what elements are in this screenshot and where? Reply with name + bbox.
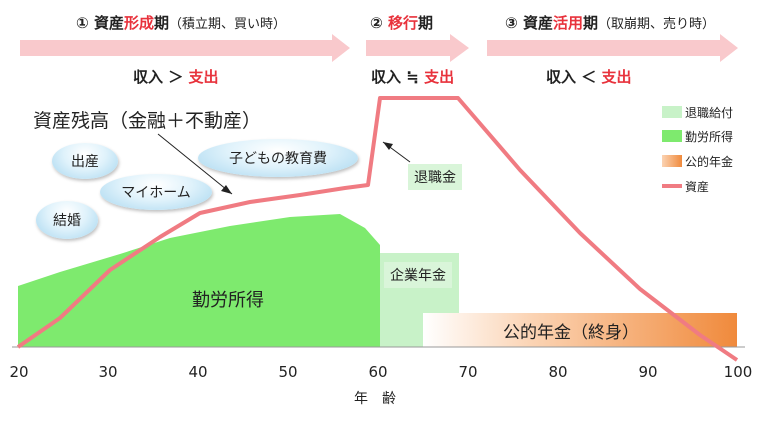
phase-2-name-post: 期: [417, 14, 433, 32]
phase-1-name-post: 期: [153, 14, 169, 32]
asset-balance-pointer: [157, 133, 233, 195]
retirement-allowance-pointer-head: [383, 142, 393, 150]
legend-public-pension: 公的年金: [662, 153, 733, 169]
x-tick-70: 70: [458, 363, 478, 381]
earned-income-label: 勤労所得: [192, 290, 264, 311]
phase-arrow-1: [20, 34, 350, 62]
asset-balance-label: 資産残高（金融＋不動産）: [33, 110, 262, 132]
legend-label-asset: 資産: [685, 179, 710, 194]
phase-3-sign: ＜: [581, 68, 597, 86]
legend-earned-income: 勤労所得: [662, 128, 733, 144]
phase-1-comparison: 収入 ＞ 支出: [133, 66, 219, 87]
phase-3-name-post: 期: [582, 14, 598, 32]
phase-2-number: ②: [370, 14, 383, 32]
x-tick-100: 100: [723, 363, 753, 381]
legend-label-earned: 勤労所得: [685, 129, 734, 144]
event-marriage: 結婚: [36, 201, 98, 239]
phase-1-expense: 支出: [188, 68, 219, 86]
phase-1-number: ①: [76, 14, 89, 32]
x-tick-60: 60: [368, 363, 388, 381]
phase-3-number: ③: [505, 14, 518, 32]
phase-2-expense: 支出: [424, 68, 455, 86]
legend-swatch-asset: [662, 184, 682, 188]
event-childbirth: 出産: [52, 143, 118, 179]
legend-label-pension: 公的年金: [685, 154, 734, 169]
corporate-pension-label: 企業年金: [384, 262, 452, 288]
phase-1-subtitle: （積立期、買い時）: [168, 17, 286, 32]
phase-3-income: 収入: [546, 68, 577, 86]
event-home-purchase: マイホーム: [100, 174, 212, 210]
phase-arrow-3: [487, 34, 738, 62]
asset-balance-pointer-head: [221, 185, 232, 194]
phase-2-name-highlight: 移行: [387, 14, 418, 32]
phase-3-title: ③ 資産活用期（取崩期、売り時）: [505, 12, 715, 33]
asset-line: [16, 96, 739, 362]
public-pension-bar: [423, 313, 737, 347]
legend-retirement-benefit: 退職給付: [662, 104, 733, 120]
earned-income-area: [18, 214, 380, 347]
phase-3-subtitle: （取崩期、売り時）: [597, 17, 715, 32]
public-pension-label: 公的年金（終身）: [503, 323, 639, 343]
legend-asset: 資産: [662, 178, 709, 194]
x-tick-80: 80: [548, 363, 568, 381]
legend-swatch-retirement: [662, 106, 682, 118]
phase-3-comparison: 収入 ＜ 支出: [546, 66, 632, 87]
phase-2-sign: ≒: [406, 68, 419, 86]
x-tick-90: 90: [638, 363, 658, 381]
phase-2-comparison: 収入 ≒ 支出: [371, 66, 454, 87]
phase-1-name-pre: 資産: [93, 14, 124, 32]
phase-2-income: 収入: [371, 68, 402, 86]
x-tick-40: 40: [188, 363, 208, 381]
legend-swatch-earned: [662, 130, 682, 142]
x-tick-50: 50: [278, 363, 298, 381]
phase-2-title: ② 移行期: [370, 12, 433, 33]
x-tick-30: 30: [98, 363, 118, 381]
retirement-allowance-label: 退職金: [408, 164, 462, 190]
phase-3-name-highlight: 活用: [552, 14, 583, 32]
legend-label-retirement: 退職給付: [685, 105, 734, 120]
phase-1-income: 収入: [133, 68, 164, 86]
phase-arrow-2: [366, 34, 469, 62]
event-education-cost: 子どもの教育費: [198, 139, 358, 177]
phase-1-name-highlight: 形成: [123, 14, 154, 32]
x-tick-20: 20: [9, 363, 29, 381]
phase-1-title: ① 資産形成期（積立期、買い時）: [76, 12, 286, 33]
phase-3-name-pre: 資産: [522, 14, 553, 32]
phase-1-sign: ＞: [168, 68, 184, 86]
legend-swatch-pension: [662, 155, 682, 167]
phase-3-expense: 支出: [601, 68, 632, 86]
x-axis-label: 年 齢: [354, 391, 396, 407]
